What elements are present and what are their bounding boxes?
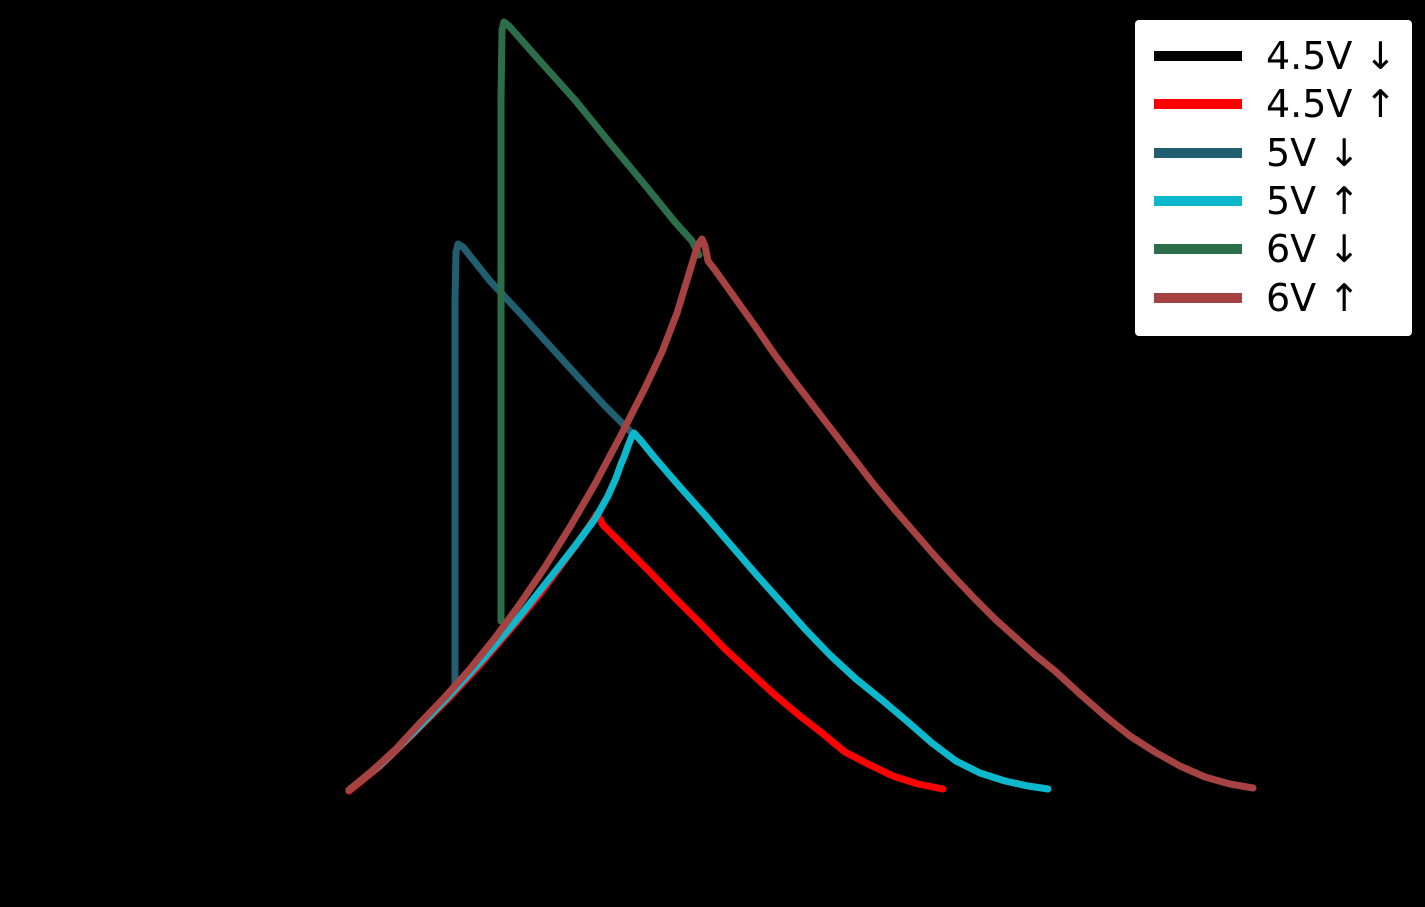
legend-entry-label: 6V ↓ <box>1266 227 1361 272</box>
legend-entry-label: 5V ↑ <box>1266 179 1361 224</box>
legend-line-swatch <box>1154 196 1242 207</box>
legend-entry: 5V ↓ <box>1135 130 1412 176</box>
legend-line-swatch <box>1154 244 1242 255</box>
legend-entry-label: 6V ↑ <box>1266 275 1361 320</box>
legend-line-swatch <box>1154 51 1242 62</box>
legend-line-swatch <box>1154 99 1242 110</box>
curve-5V- <box>451 240 637 692</box>
legend-entry: 4.5V ↓ <box>1135 33 1412 79</box>
curve-4.5V- <box>345 510 947 795</box>
legend-entry: 4.5V ↑ <box>1135 81 1412 127</box>
legend-entry-label: 5V ↓ <box>1266 130 1361 175</box>
legend-line-swatch <box>1154 147 1242 158</box>
curve-5V- <box>345 429 1052 794</box>
curve-6V- <box>497 18 703 625</box>
legend-line-swatch <box>1154 292 1242 303</box>
legend: 4.5V ↓ 4.5V ↑ 5V ↓ 5V ↑ 6V ↓ 6V ↑ <box>1135 20 1412 336</box>
legend-entry-label: 4.5V ↑ <box>1266 82 1397 127</box>
legend-entry: 5V ↑ <box>1135 178 1412 224</box>
legend-entry: 6V ↓ <box>1135 226 1412 272</box>
curve-6V- <box>345 235 1257 794</box>
legend-entry-label: 4.5V ↓ <box>1266 34 1397 79</box>
legend-entry: 6V ↑ <box>1135 275 1412 321</box>
